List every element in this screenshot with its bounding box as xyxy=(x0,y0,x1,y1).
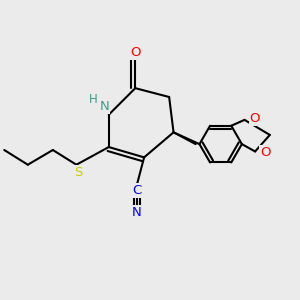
Text: N: N xyxy=(132,206,142,219)
Text: N: N xyxy=(100,100,109,113)
Text: H: H xyxy=(89,93,98,106)
Text: O: O xyxy=(130,46,140,59)
Text: O: O xyxy=(260,146,271,159)
Text: S: S xyxy=(74,167,82,179)
Text: C: C xyxy=(132,184,141,197)
Text: O: O xyxy=(250,112,260,125)
